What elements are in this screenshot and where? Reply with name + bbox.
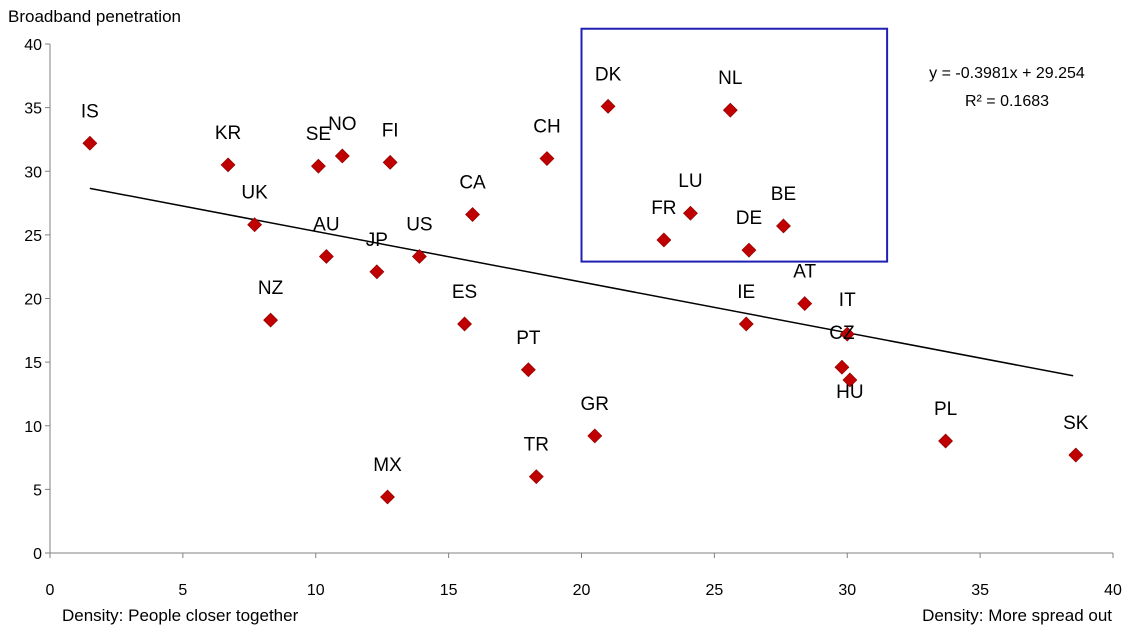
data-point-de bbox=[741, 242, 757, 258]
point-label-au: AU bbox=[313, 215, 339, 236]
point-label-pl: PL bbox=[934, 399, 957, 420]
point-label-mx: MX bbox=[373, 455, 402, 476]
point-label-es: ES bbox=[452, 282, 477, 303]
x-tick-label: 30 bbox=[838, 582, 856, 599]
y-tick-label: 15 bbox=[24, 355, 42, 372]
x-tick-label: 10 bbox=[307, 582, 325, 599]
data-point-kr bbox=[220, 157, 236, 173]
data-point-es bbox=[457, 316, 472, 332]
x-tick-label: 40 bbox=[1104, 582, 1122, 599]
x-tick-label: 25 bbox=[705, 582, 723, 599]
x-axis-label-right: Density: More spread out bbox=[922, 606, 1112, 625]
point-label-ie: IE bbox=[737, 282, 755, 303]
y-tick-label: 0 bbox=[33, 546, 42, 563]
data-point-pt bbox=[520, 362, 536, 378]
point-label-be: BE bbox=[771, 184, 796, 205]
point-label-ca: CA bbox=[459, 173, 486, 194]
data-point-ch bbox=[539, 151, 555, 166]
data-point-gr bbox=[587, 428, 603, 444]
data-point-lu bbox=[683, 205, 698, 221]
trendline-r-squared: R² = 0.1683 bbox=[965, 93, 1049, 110]
data-point-it bbox=[839, 326, 855, 342]
trendline-equation: y = -0.3981x + 29.254 bbox=[929, 65, 1085, 82]
point-label-fi: FI bbox=[382, 120, 399, 141]
point-label-is: IS bbox=[81, 101, 99, 122]
point-label-uk: UK bbox=[241, 183, 268, 204]
point-label-ch: CH bbox=[533, 117, 560, 138]
data-point-mx bbox=[380, 489, 395, 505]
data-point-sk bbox=[1068, 447, 1084, 463]
data-point-au bbox=[318, 249, 334, 264]
point-label-no: NO bbox=[328, 114, 357, 135]
y-tick-label: 5 bbox=[33, 482, 42, 499]
data-point-ie bbox=[738, 316, 754, 332]
point-label-de: DE bbox=[736, 208, 762, 229]
data-point-tr bbox=[528, 469, 544, 485]
highlight-box bbox=[580, 27, 889, 263]
y-axis-title: Broadband penetration bbox=[8, 7, 181, 26]
data-point-nl bbox=[722, 102, 738, 118]
data-point-nz bbox=[263, 312, 278, 328]
y-tick-label: 20 bbox=[24, 292, 42, 309]
data-point-us bbox=[411, 249, 427, 264]
x-axis-label-left: Density: People closer together bbox=[62, 606, 299, 625]
point-label-lu: LU bbox=[678, 171, 702, 192]
point-label-tr: TR bbox=[524, 435, 549, 456]
data-point-ca bbox=[465, 207, 480, 222]
point-label-kr: KR bbox=[215, 123, 241, 144]
point-label-dk: DK bbox=[595, 64, 622, 85]
point-label-gr: GR bbox=[581, 394, 610, 415]
point-label-nz: NZ bbox=[258, 278, 284, 299]
data-point-uk bbox=[247, 217, 263, 233]
data-point-no bbox=[334, 148, 350, 164]
y-tick-label: 10 bbox=[24, 419, 42, 436]
point-label-fr: FR bbox=[651, 198, 676, 219]
y-tick-label: 40 bbox=[24, 37, 42, 54]
x-tick-label: 15 bbox=[440, 582, 458, 599]
point-label-it: IT bbox=[839, 290, 856, 311]
point-label-jp: JP bbox=[366, 230, 388, 251]
point-label-nl: NL bbox=[718, 68, 742, 89]
x-tick-label: 35 bbox=[971, 582, 989, 599]
data-point-jp bbox=[369, 264, 385, 280]
x-tick-label: 20 bbox=[573, 582, 591, 599]
data-point-dk bbox=[600, 98, 616, 114]
y-tick-label: 30 bbox=[24, 164, 42, 181]
data-point-pl bbox=[938, 433, 954, 449]
data-point-be bbox=[776, 218, 791, 234]
data-point-hu bbox=[842, 372, 858, 388]
point-label-hu: HU bbox=[836, 382, 863, 403]
point-label-at: AT bbox=[793, 262, 816, 283]
point-label-se: SE bbox=[306, 124, 331, 145]
data-point-fr bbox=[656, 232, 672, 248]
data-point-se bbox=[310, 158, 326, 174]
point-label-pt: PT bbox=[516, 328, 541, 349]
point-label-sk: SK bbox=[1063, 413, 1089, 434]
point-label-us: US bbox=[406, 215, 432, 236]
point-label-cz: CZ bbox=[829, 323, 855, 344]
data-point-is bbox=[82, 135, 98, 151]
data-point-cz bbox=[834, 359, 850, 375]
data-point-fi bbox=[382, 154, 398, 170]
y-tick-label: 35 bbox=[24, 101, 42, 118]
x-tick-label: 0 bbox=[46, 582, 55, 599]
y-tick-label: 25 bbox=[24, 228, 42, 245]
data-point-at bbox=[797, 296, 813, 312]
x-tick-label: 5 bbox=[178, 582, 187, 599]
